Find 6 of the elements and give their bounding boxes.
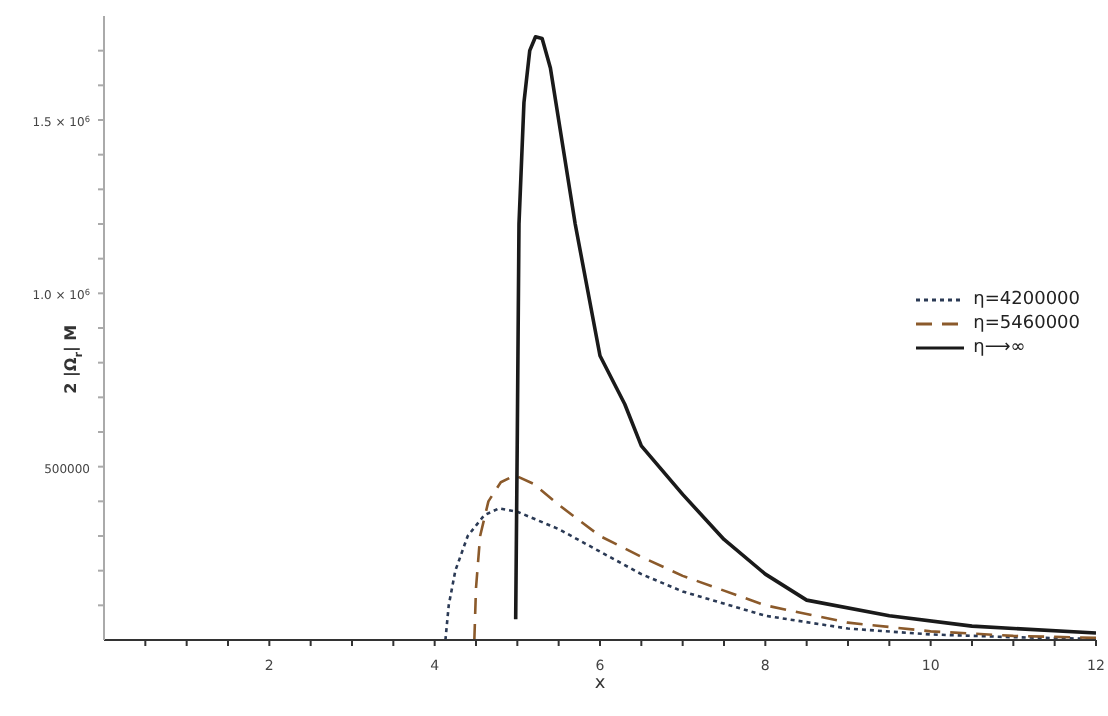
legend-label: η=4200000 <box>973 290 1080 310</box>
legend-label: η=5460000 <box>973 314 1080 334</box>
line-series <box>513 35 1096 635</box>
legend-label: η⟶∞ <box>973 338 1026 358</box>
line-series <box>473 474 1096 640</box>
x-axis-title: x <box>594 674 607 694</box>
